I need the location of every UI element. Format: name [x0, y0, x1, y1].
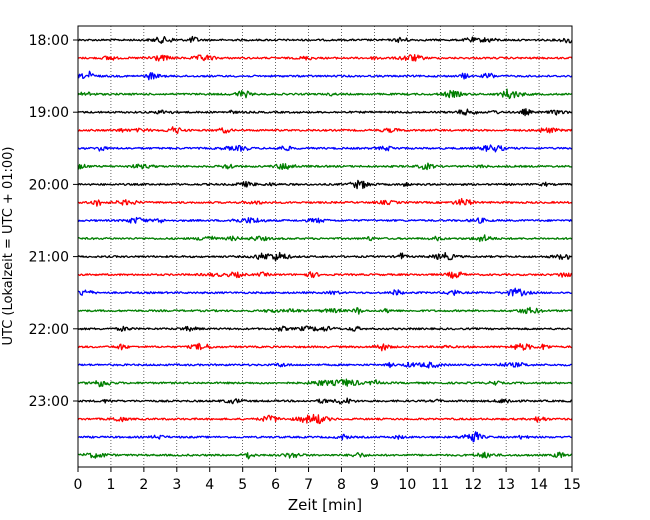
x-axis-label: Zeit [min] — [288, 496, 362, 514]
trace-line — [77, 144, 573, 153]
trace-line — [77, 88, 573, 100]
trace-line — [77, 234, 573, 243]
y-tick-label: 20:00 — [29, 177, 69, 193]
y-tick-label: 19:00 — [29, 105, 69, 121]
x-tick-label: 1 — [106, 477, 115, 493]
y-tick-label: 21:00 — [29, 250, 69, 266]
trace-line — [77, 413, 573, 425]
x-tick-label: 12 — [464, 477, 482, 493]
trace-line — [77, 162, 573, 171]
y-tick-label: 18:00 — [29, 33, 69, 49]
trace-line — [77, 451, 573, 460]
x-tick-label: 2 — [139, 477, 148, 493]
trace-line — [77, 251, 573, 262]
trace-line — [77, 361, 573, 369]
trace-line — [77, 306, 573, 315]
trace-line — [77, 54, 573, 62]
x-tick-label: 7 — [304, 477, 313, 493]
trace-line — [77, 179, 573, 190]
trace-line — [77, 126, 573, 134]
trace-line — [77, 271, 573, 279]
x-tick-label: 10 — [398, 477, 416, 493]
y-tick-label: 22:00 — [29, 322, 69, 338]
x-tick-label: 3 — [172, 477, 181, 493]
trace-line — [77, 35, 573, 44]
trace-line — [77, 342, 573, 352]
x-tick-label: 15 — [563, 477, 581, 493]
x-tick-label: 9 — [370, 477, 379, 493]
trace-line — [77, 70, 573, 81]
x-tick-label: 14 — [530, 477, 548, 493]
trace-line — [77, 378, 573, 388]
plot-frame — [77, 25, 573, 468]
x-tick-label: 5 — [238, 477, 247, 493]
trace-line — [77, 197, 573, 207]
x-tick-label: 11 — [431, 477, 449, 493]
trace-series — [77, 35, 573, 460]
x-tick-label: 8 — [337, 477, 346, 493]
x-axis: 0 1 2 3 4 5 6 7 8 9 10 11 12 13 14 15 — [74, 467, 581, 493]
trace-line — [77, 325, 573, 332]
x-tick-label: 6 — [271, 477, 280, 493]
y-tick-label: 23:00 — [29, 394, 69, 410]
x-tick-label: 13 — [497, 477, 515, 493]
trace-line — [77, 431, 573, 443]
trace-line — [77, 397, 573, 405]
y-axis: 18:00 19:00 20:00 21:00 22:00 23:00 — [29, 33, 78, 410]
trace-line — [77, 108, 573, 117]
trace-line — [77, 287, 573, 297]
y-axis-label: UTC (Lokalzeit = UTC + 01:00) — [1, 147, 16, 346]
x-tick-label: 4 — [205, 477, 214, 493]
trace-line — [77, 216, 573, 224]
x-tick-label: 0 — [74, 477, 83, 493]
